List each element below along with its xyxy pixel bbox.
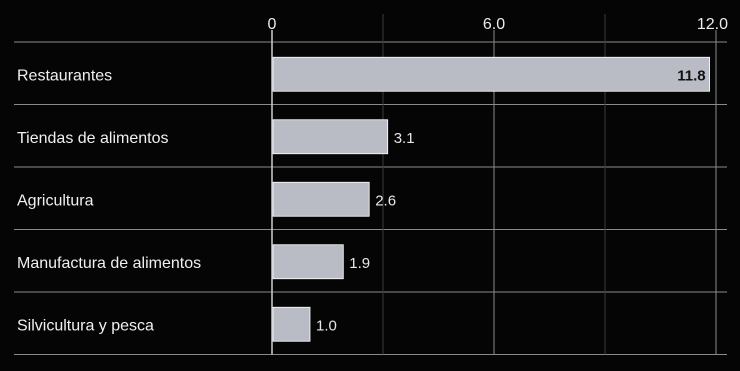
bar: [272, 244, 344, 280]
category-label: Silvicultura y pesca: [17, 317, 154, 334]
category-label: Agricultura: [17, 192, 94, 209]
value-label: 11.8: [677, 67, 705, 84]
x-tick-label: 12.0: [697, 16, 728, 33]
category-label: Restaurantes: [17, 67, 112, 84]
bar: [272, 119, 389, 155]
grid-layer: [14, 14, 727, 355]
value-label: 1.9: [349, 255, 370, 272]
bar: [272, 306, 311, 342]
x-tick-label: 6.0: [483, 16, 505, 33]
label-layer: 0 6.0 12.0 Restaurantes 11.8 Tiendas de alime…: [17, 16, 728, 334]
x-tick-label: 0: [268, 16, 277, 33]
value-label: 2.6: [375, 192, 396, 209]
bar-layer: [272, 56, 711, 342]
bar: [272, 56, 711, 92]
value-label: 3.1: [394, 130, 415, 147]
category-label: Tiendas de alimentos: [17, 130, 169, 147]
value-label: 1.0: [316, 317, 337, 334]
category-label: Manufactura de alimentos: [17, 255, 201, 272]
bar: [272, 181, 370, 217]
